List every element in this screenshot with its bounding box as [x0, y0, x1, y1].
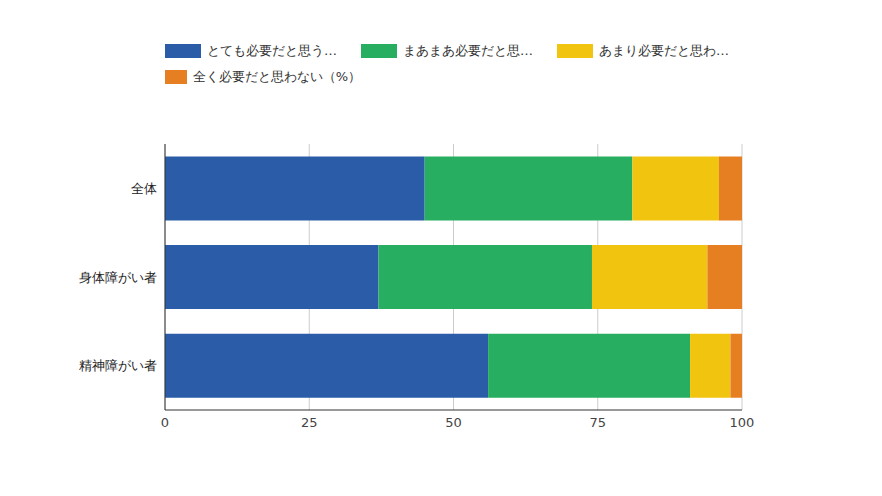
- html-text:全く必要だと思わない（%）: 全く必要だと思わない（%）: [192, 69, 361, 84]
- svg-text:25: 25: [301, 415, 318, 430]
- svg-text:0: 0: [161, 415, 169, 430]
- svg-text:身体障がい者: 身体障がい者: [79, 270, 157, 285]
- html-text:とても必要だと思う…: とても必要だと思う…: [207, 43, 337, 58]
- svg-text:50: 50: [445, 415, 462, 430]
- svg-text:75: 75: [589, 415, 606, 430]
- svg-text:精神障がい者: 精神障がい者: [79, 358, 157, 373]
- svg-text:全体: 全体: [131, 181, 157, 196]
- svg-text:100: 100: [730, 415, 755, 430]
- html-text:あまり必要だと思わ…: あまり必要だと思わ…: [599, 43, 729, 58]
- html-text:まあまあ必要だと思…: まあまあ必要だと思…: [403, 43, 533, 58]
